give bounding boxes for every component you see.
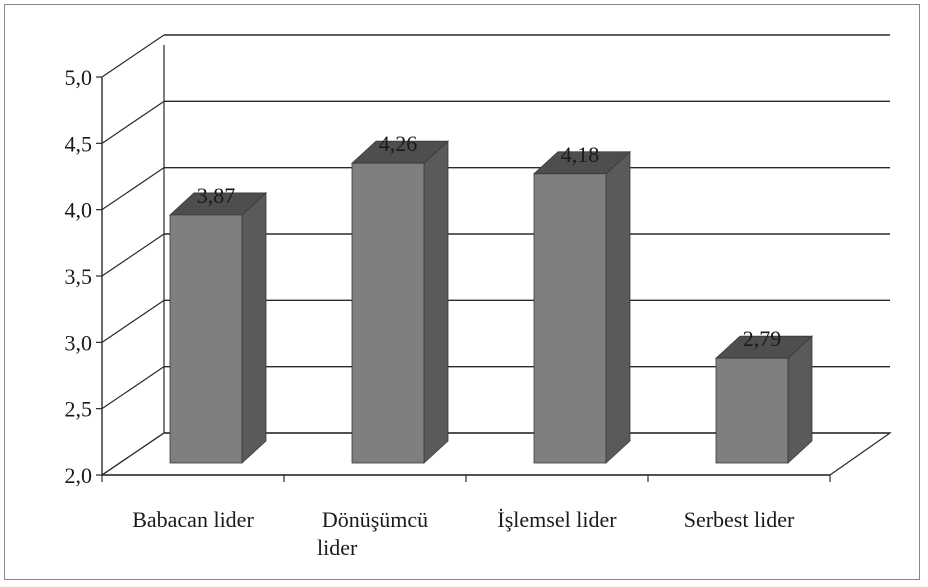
axis-layer [96, 76, 831, 482]
x-tick-label: lider [317, 535, 358, 560]
bar [715, 357, 789, 464]
gridline-side [101, 366, 165, 410]
data-label: 4,26 [379, 131, 418, 156]
gridline-side [101, 299, 165, 343]
x-tick-label: İşlemsel lider [497, 507, 617, 532]
gridline-side [101, 34, 165, 78]
bar-side [423, 140, 449, 464]
bar-side [605, 150, 631, 464]
chart-frame [4, 4, 920, 580]
y-tick-label: 4,5 [65, 131, 93, 156]
x-tick-label: Serbest lider [684, 507, 795, 532]
bar [351, 162, 425, 464]
y-tick-label: 4,0 [65, 198, 93, 223]
label-layer: 2,0 2,5 3,0 3,5 4,0 4,5 5,0 3,87 Babacan lider 4,… [65, 65, 795, 560]
gridline-side [101, 233, 165, 277]
grid-layer [100, 34, 892, 476]
gridline-side [101, 167, 165, 211]
bar-side [241, 192, 267, 464]
y-tick-label: 2,5 [65, 397, 93, 422]
x-tick-label: Babacan lider [132, 507, 254, 532]
bar-layer [168, 140, 814, 464]
y-tick-label: 5,0 [65, 65, 93, 90]
y-tick-label: 3,5 [65, 264, 93, 289]
y-tick-label: 3,0 [65, 330, 93, 355]
data-label: 3,87 [197, 183, 236, 208]
data-label: 4,18 [561, 142, 600, 167]
x-tick-label: Dönüşümcü [322, 507, 428, 532]
bar [533, 173, 607, 464]
data-label: 2,79 [743, 326, 782, 351]
y-tick-label: 2,0 [65, 463, 93, 488]
gridline-side [101, 100, 165, 144]
bar [169, 214, 243, 464]
